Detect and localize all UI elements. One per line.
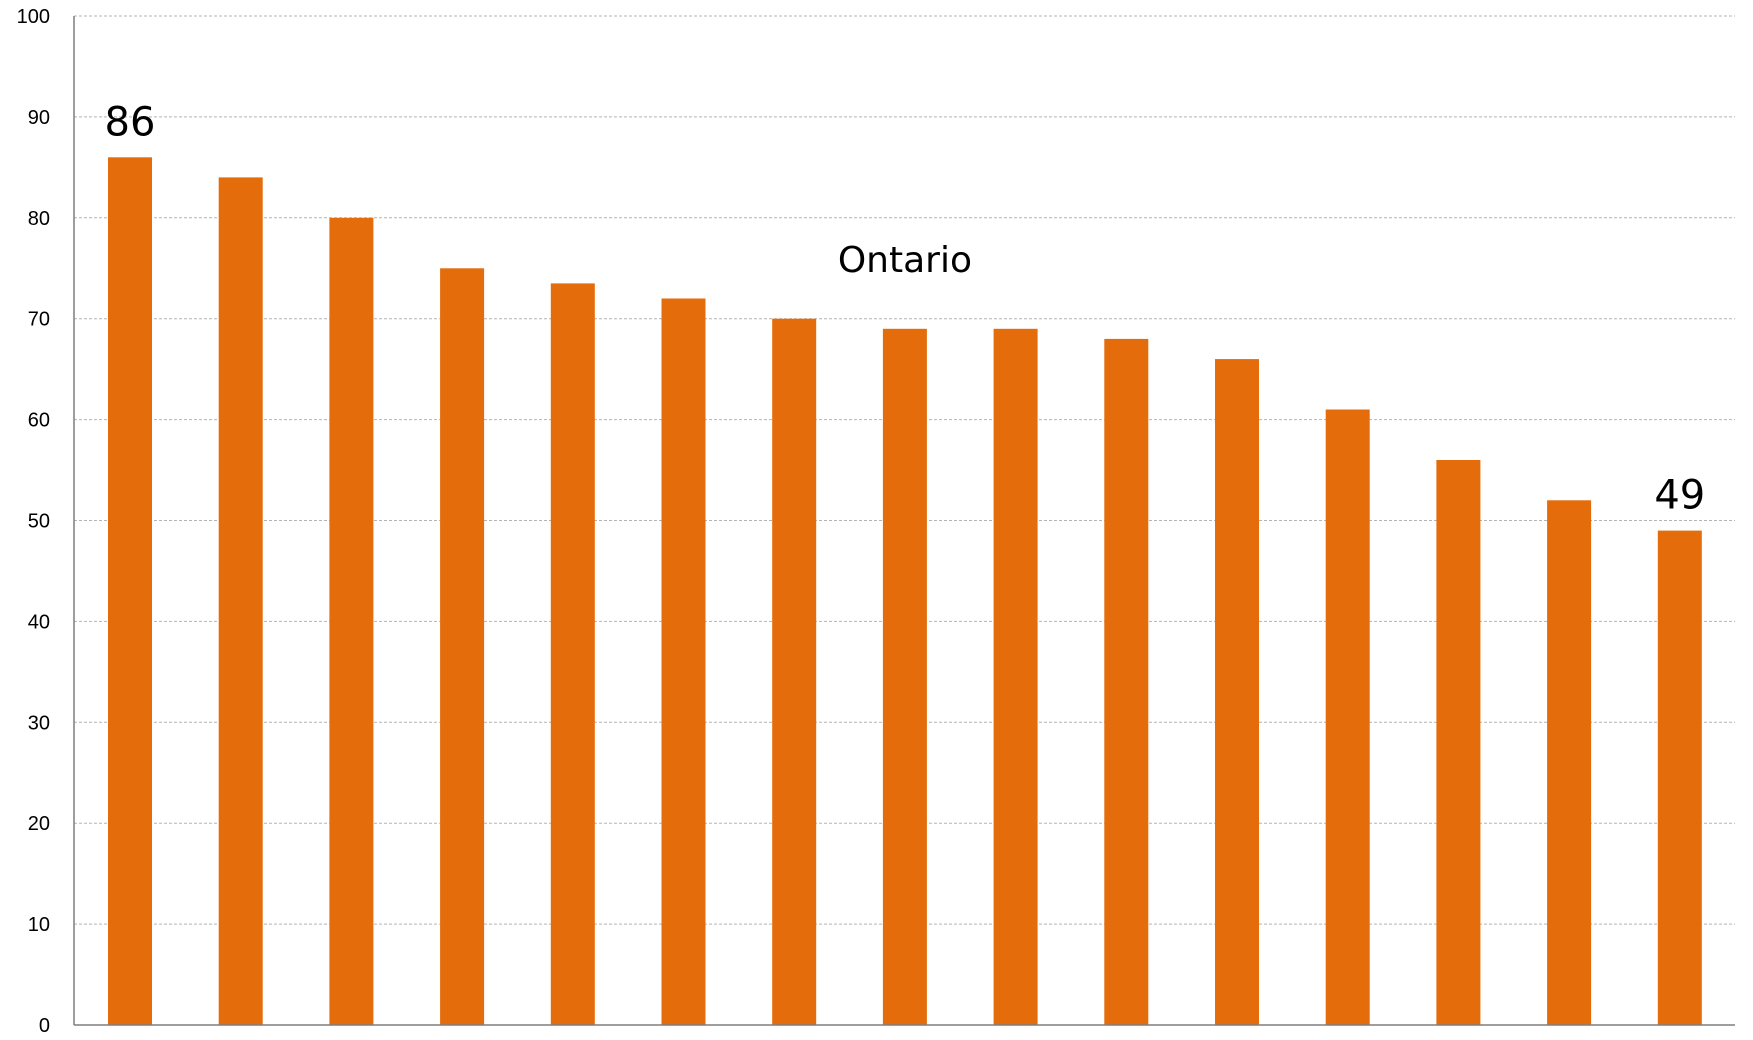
y-tick-label: 50 bbox=[28, 511, 50, 533]
annotation-layer: Ontario bbox=[838, 240, 972, 281]
data-label: 86 bbox=[105, 99, 156, 145]
y-tick-label: 70 bbox=[28, 309, 50, 331]
data-label: 49 bbox=[1654, 473, 1705, 519]
bar bbox=[550, 283, 595, 1025]
bar bbox=[993, 328, 1038, 1025]
bar bbox=[772, 318, 817, 1025]
bar bbox=[1325, 409, 1370, 1025]
y-tick-label: 30 bbox=[28, 712, 50, 734]
bar bbox=[661, 298, 706, 1025]
data-labels: 86 49 bbox=[105, 99, 1706, 518]
y-tick-label: 60 bbox=[28, 410, 50, 432]
axis-layer bbox=[73, 16, 1735, 1026]
annotation-label: Ontario bbox=[838, 240, 972, 281]
y-tick-label: 0 bbox=[39, 1015, 50, 1037]
y-tick-label: 10 bbox=[28, 914, 50, 936]
y-tick-label: 40 bbox=[28, 611, 50, 633]
bar bbox=[1657, 530, 1702, 1025]
y-tick-label: 90 bbox=[28, 107, 50, 129]
bar bbox=[1436, 460, 1481, 1025]
bar bbox=[1547, 500, 1592, 1025]
bars-layer bbox=[108, 157, 1702, 1026]
bar bbox=[440, 268, 485, 1026]
y-tick-label: 80 bbox=[28, 208, 50, 230]
y-tick-labels: 0 10 20 30 40 50 60 70 80 90 100 bbox=[17, 6, 50, 1037]
bar bbox=[329, 217, 374, 1026]
bar bbox=[218, 177, 263, 1025]
bar bbox=[882, 328, 927, 1025]
bar bbox=[1104, 338, 1149, 1025]
y-tick-label: 100 bbox=[17, 6, 50, 28]
y-tick-label: 20 bbox=[28, 813, 50, 835]
bar bbox=[1215, 359, 1259, 1026]
bar bbox=[108, 157, 152, 1026]
